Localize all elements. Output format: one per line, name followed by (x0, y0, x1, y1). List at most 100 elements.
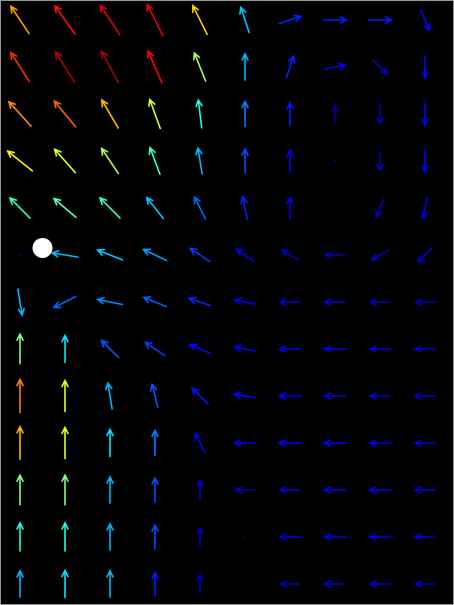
vector-arrow (148, 97, 162, 130)
vector-arrow (323, 580, 346, 588)
vector-arrow (286, 195, 294, 220)
vector-arrow (50, 250, 79, 258)
vector-arrow (243, 582, 247, 586)
vector-arrow (146, 2, 164, 37)
vector-arrow (9, 51, 31, 83)
vector-arrow (99, 3, 121, 36)
vector-arrow (105, 381, 113, 410)
vector-arrow (416, 247, 433, 264)
vector-arrow (241, 147, 249, 174)
vector-arrow (278, 486, 301, 494)
vector-arrow (17, 288, 25, 317)
vector-arrow (142, 296, 168, 308)
vector-arrow (367, 16, 394, 24)
vector-arrow (16, 425, 24, 461)
vector-arrow (376, 150, 384, 173)
vector-arrow (145, 196, 165, 220)
vector-arrow (193, 195, 207, 220)
vector-arrow (375, 198, 385, 219)
vector-arrow (194, 431, 206, 454)
vector-arrow (420, 196, 428, 221)
vector-arrow (322, 345, 347, 353)
vector-arrow (195, 98, 203, 129)
vector-arrow (16, 521, 24, 552)
vector-arrow (9, 4, 30, 35)
vector-arrow (16, 377, 24, 414)
vector-arrow (54, 50, 76, 83)
vector-arrow (278, 533, 301, 541)
vector-arrow (368, 392, 391, 400)
vector-arrow (232, 297, 257, 305)
vector-arrow (61, 425, 69, 460)
vector-arrow (413, 345, 436, 353)
vector-arrow (106, 522, 114, 551)
vector-arrow (16, 569, 24, 598)
vector-arrow (8, 196, 31, 219)
vector-arrow (106, 569, 114, 598)
vector-arrow (151, 428, 159, 457)
vector-arrow (322, 16, 349, 24)
vector-arrow (367, 486, 392, 494)
vector-arrow (278, 298, 301, 306)
vector-arrow (188, 247, 211, 263)
vector-arrow (141, 248, 168, 262)
vector-arrow (53, 4, 76, 35)
vector-arrow (413, 580, 436, 588)
vector-arrow (61, 378, 69, 413)
vector-arrow (232, 439, 257, 447)
vector-arrow (322, 439, 347, 447)
vector-arrow (193, 51, 207, 82)
vector-arrow (323, 251, 346, 259)
vector-arrow (16, 332, 24, 365)
vector-arrow (331, 103, 339, 124)
vector-arrow (370, 249, 390, 261)
vector-arrow (367, 533, 392, 541)
vector-arrow (6, 150, 34, 172)
vector-arrow (368, 345, 391, 353)
vector-arrow (188, 343, 211, 355)
vector-arrow (232, 391, 257, 399)
vector-arrow (16, 473, 24, 506)
vector-arrow (413, 486, 436, 494)
vector-arrow (243, 535, 247, 539)
vector-arrow (280, 249, 300, 261)
vector-arrow (100, 146, 120, 175)
vector-arrow (195, 146, 203, 175)
vector-arrow (333, 159, 337, 163)
vector-arrow (241, 52, 249, 81)
vector-arrow (100, 339, 120, 359)
vector-arrow (421, 102, 429, 127)
vector-arrow (239, 5, 250, 34)
vector-arrow (143, 341, 166, 357)
vector-arrow (98, 196, 121, 219)
vector-arrow (322, 486, 347, 494)
vector-arrow (232, 344, 257, 352)
vector-arrow (367, 439, 392, 447)
vector-arrow (278, 14, 303, 25)
vector-arrow (192, 4, 208, 36)
vector-arrow (333, 206, 337, 210)
vector-arrow (413, 533, 436, 541)
vector-arrow (376, 103, 384, 126)
vector-arrow (61, 521, 69, 552)
vector-arrow (18, 253, 22, 257)
vector-arrow (278, 580, 301, 588)
vector-arrow (196, 478, 204, 501)
vector-arrow (196, 525, 204, 548)
vector-arrow (277, 439, 302, 447)
vector-arrow (322, 392, 347, 400)
vector-arrow (286, 148, 294, 173)
vector-arrow (53, 148, 77, 174)
vector-arrow (235, 247, 255, 263)
vector-arrow (148, 146, 161, 176)
vector-arrow (151, 476, 159, 503)
vector-arrow (149, 382, 159, 409)
vector-arrow (277, 392, 302, 400)
vector-arrow (421, 55, 429, 80)
vector-arrow (52, 197, 77, 219)
vector-arrow (322, 533, 347, 541)
vector-arrow (419, 9, 431, 32)
vector-arrow (233, 486, 256, 494)
